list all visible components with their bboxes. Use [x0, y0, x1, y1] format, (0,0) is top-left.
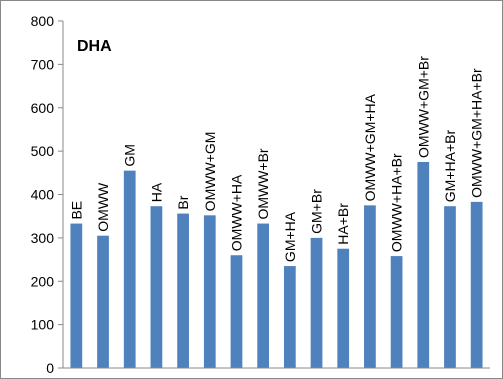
bar-omww-gm — [203, 215, 216, 368]
category-label: OMWW+GM+HA — [362, 93, 378, 201]
bar-omww-br — [257, 223, 270, 368]
category-label: GM+HA — [282, 211, 298, 262]
y-tick-label: 600 — [31, 100, 55, 116]
category-label: GM+Br — [309, 189, 325, 234]
y-tick-label: 800 — [31, 13, 55, 29]
y-tick-label: 0 — [46, 360, 54, 376]
category-label: OMWW+GM+HA+Br — [469, 68, 485, 198]
y-tick-label: 300 — [31, 230, 55, 246]
category-label: HA — [148, 182, 164, 202]
chart-title: DHA — [77, 38, 112, 55]
category-label: GM+HA+Br — [442, 130, 458, 203]
bars — [70, 161, 483, 368]
y-tick-label: 700 — [31, 56, 55, 72]
bar-be — [70, 223, 83, 368]
bar-gm — [123, 170, 136, 368]
category-label: Br — [175, 195, 191, 209]
bar-ha — [150, 206, 163, 368]
category-label: OMWW+Br — [255, 148, 271, 219]
y-tick-label: 500 — [31, 143, 55, 159]
category-label: BE — [68, 201, 84, 220]
bar-omww-gm-ha — [364, 205, 376, 368]
bar-omww — [97, 235, 109, 368]
bar-gm-br — [310, 237, 323, 368]
y-axis-ticks: 0 100 200 300 400 500 600 700 800 — [31, 13, 63, 376]
category-label: OMWW — [95, 182, 111, 232]
bar-ha-br — [337, 248, 350, 368]
category-label: OMWW+HA+Br — [389, 153, 405, 252]
bar-omww-gm-ha-br — [470, 201, 483, 368]
bar-omww-ha-br — [390, 256, 403, 368]
y-tick-label: 200 — [31, 273, 55, 289]
category-label: GM — [122, 144, 138, 167]
category-label: OMWW+HA — [228, 174, 244, 251]
category-label: HA+Br — [335, 203, 351, 245]
bar-omww-gm-br — [417, 161, 430, 368]
category-label: OMWW+GM — [202, 132, 218, 212]
bar-omww-ha — [230, 255, 243, 368]
bar-br — [177, 213, 189, 368]
category-labels: BE OMWW GM HA Br OMWW+GM OMWW+HA OMWW+Br GM+HA GM… — [68, 56, 484, 262]
bar-gm-ha — [283, 266, 296, 368]
y-tick-label: 400 — [31, 187, 55, 203]
bar-gm-ha-br — [444, 206, 456, 368]
y-tick-label: 100 — [31, 317, 55, 333]
category-label: OMWW+GM+Br — [415, 56, 431, 158]
